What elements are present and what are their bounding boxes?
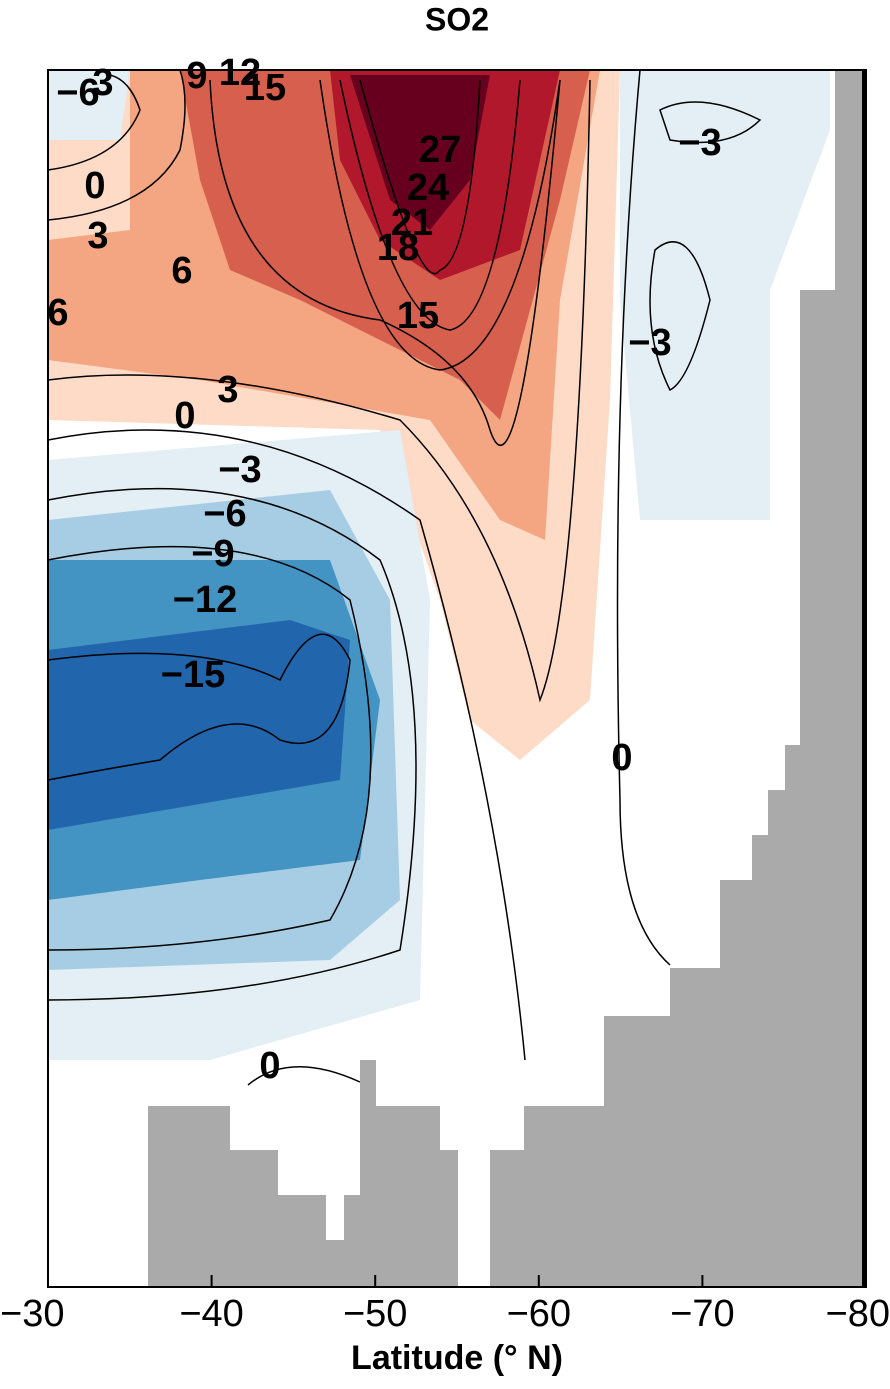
contour-label: −3 [678, 122, 721, 164]
contour-label: 6 [171, 250, 192, 292]
contour-label: −12 [173, 579, 237, 621]
contour-label: 15 [397, 295, 439, 337]
contour-label: −6 [203, 493, 246, 535]
x-tick-label: −30 [0, 1293, 64, 1335]
x-tick-label: −60 [507, 1293, 571, 1335]
x-tick-label: −70 [670, 1293, 734, 1335]
contour-label: 3 [87, 215, 108, 257]
chart-title: SO2 [425, 1, 489, 37]
contour-label: 6 [47, 292, 68, 334]
contour-label: 9 [186, 55, 207, 97]
x-tick-label: −80 [826, 1293, 890, 1335]
contour-label: 0 [259, 1045, 280, 1087]
contour-label: −15 [161, 654, 225, 696]
contour-lines [47, 69, 762, 1086]
contour-label: 12 [219, 52, 261, 94]
contour-label: −9 [191, 533, 234, 575]
x-axis-label: Latitude (° N) [351, 1339, 563, 1377]
field [48, 70, 830, 1060]
contour-label: 18 [377, 227, 419, 269]
contour-label: 21 [391, 202, 433, 244]
contour-label: −3 [628, 322, 671, 364]
contour-label: 0 [84, 165, 105, 207]
contour-label: 27 [419, 129, 461, 171]
contour-label: 0 [174, 395, 195, 437]
contour-label: 15 [244, 67, 286, 109]
x-tick-label: −40 [179, 1293, 243, 1335]
land [148, 70, 866, 1287]
contour-label: 3 [92, 62, 113, 104]
contour-label: 3 [217, 369, 238, 411]
contour-label: 0 [611, 737, 632, 779]
x-tick-label: −50 [343, 1293, 407, 1335]
contour-label: −6 [56, 72, 99, 114]
contour-label: 24 [407, 167, 449, 209]
contour-label: −3 [218, 449, 261, 491]
